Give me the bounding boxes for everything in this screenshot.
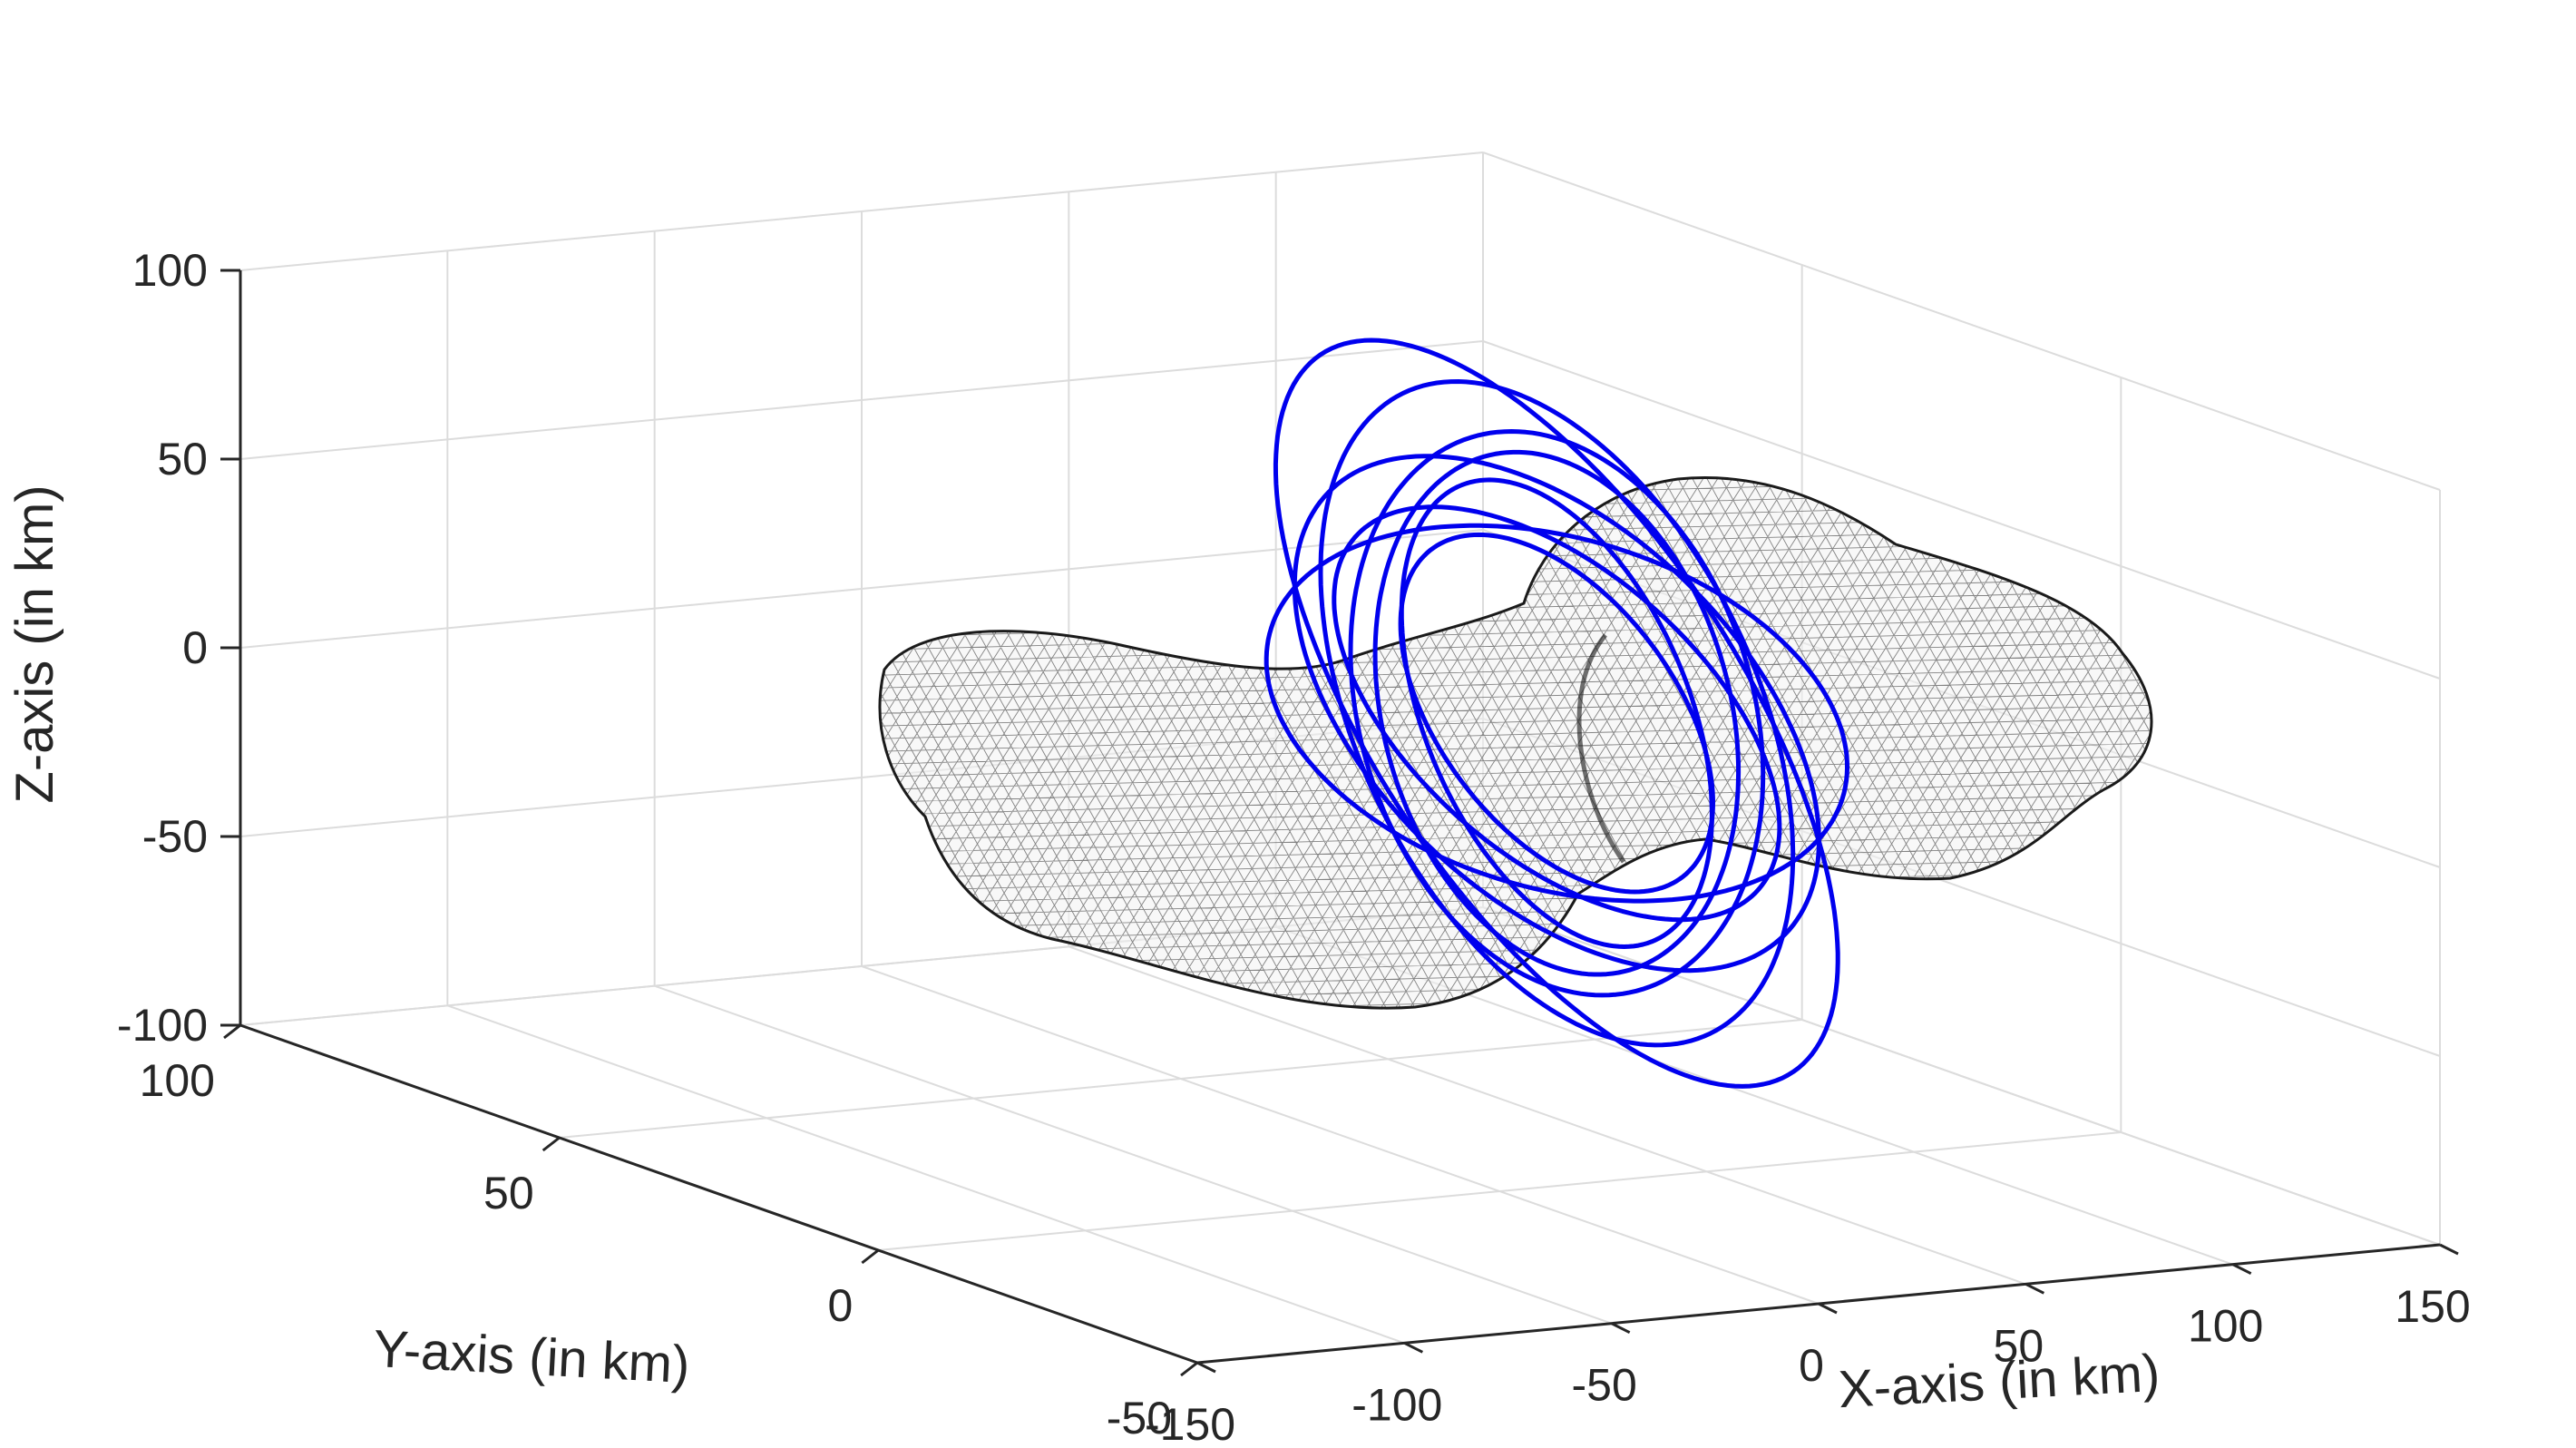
orbit-trajectory [1264,338,1849,1089]
z-axis-title: Z-axis (in km) [5,484,64,803]
axes [220,269,2459,1377]
grid-line-floor-x [654,984,1612,1325]
y-tick-mark [1180,1361,1198,1377]
x-tick-label: -100 [1351,1379,1442,1430]
x-tick-label: 100 [2188,1301,2263,1352]
y-axis-title: Y-axis (in km) [372,1319,691,1394]
x-tick-mark [2231,1263,2252,1276]
orbit-loop [1318,379,1796,1048]
y-tick-mark [542,1136,561,1152]
tick-labels: -100 -50 0 50 100 -50 0 50 100 -150 -100 -50 0 50 100 1… [117,245,2471,1448]
z-tick-label: -100 [117,1000,208,1051]
asteroid-neck [1576,633,1626,864]
y-tick-label: 0 [828,1280,854,1331]
grid-line-side-z [1482,906,2441,1246]
z-tick-label: 0 [182,622,208,673]
x-tick-mark [1403,1341,1424,1354]
y-tick-label: 100 [140,1055,215,1106]
z-tick-label: 50 [157,434,208,484]
x-axis-title: X-axis (in km) [1837,1344,2161,1419]
x-tick-label: 50 [1994,1320,2044,1371]
x-tick-label: 0 [1799,1340,1824,1391]
grid-line-back-z [239,152,1484,271]
y-tick-label: -50 [1107,1393,1172,1443]
grid-line-floor-x [1068,945,2026,1286]
orbit-loop [1398,532,1715,895]
orbit-loop [1264,523,1849,904]
x-tick-mark [1196,1361,1216,1374]
x-tick-label: -150 [1145,1399,1235,1448]
orbit-loop [1292,454,1821,973]
grid-line-back-z [239,529,1484,649]
orbit-loop [1332,504,1782,923]
y-tick-mark [861,1248,880,1265]
x-tick-mark [2025,1282,2045,1295]
grid-line-floor-y [559,1019,1802,1139]
orbit-loop [1348,429,1766,998]
z-tick-label: 100 [132,245,208,296]
x-tick-label: -50 [1572,1360,1637,1411]
z-tick-label: -50 [142,811,208,862]
orbit-loop [1273,338,1840,1089]
grid-line-side-z [1482,340,2441,680]
y-tick-mark [223,1023,241,1040]
grid-line-floor-x [447,1004,1405,1345]
x-tick-mark [1610,1322,1631,1335]
grid-line-back-z [239,340,1484,460]
grid-line-floor-y [878,1131,2122,1251]
y-axis-line [239,1023,1198,1365]
x-tick-mark [2439,1243,2459,1256]
x-tick-label: 150 [2395,1281,2470,1332]
x-tick-mark [1818,1302,1838,1315]
grid-line-side-z [1482,152,2441,491]
y-tick-label: 50 [483,1168,534,1218]
orbit-loop [1372,449,1742,977]
grid-line-floor-x [861,965,1820,1305]
asteroid-mesh [878,476,2153,1010]
